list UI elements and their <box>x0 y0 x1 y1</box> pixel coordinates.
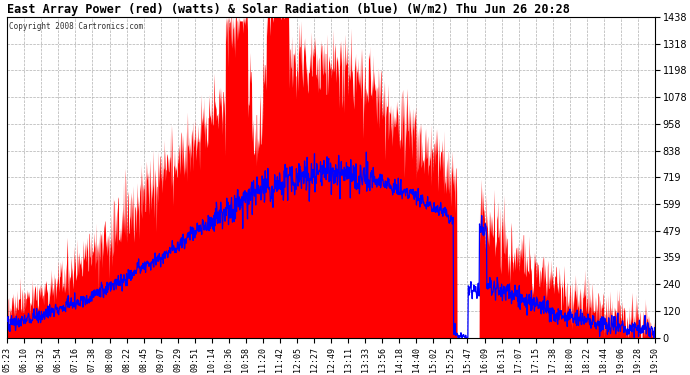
Text: Copyright 2008 Cartronics.com: Copyright 2008 Cartronics.com <box>8 22 143 31</box>
Text: East Array Power (red) (watts) & Solar Radiation (blue) (W/m2) Thu Jun 26 20:28: East Array Power (red) (watts) & Solar R… <box>8 3 570 16</box>
